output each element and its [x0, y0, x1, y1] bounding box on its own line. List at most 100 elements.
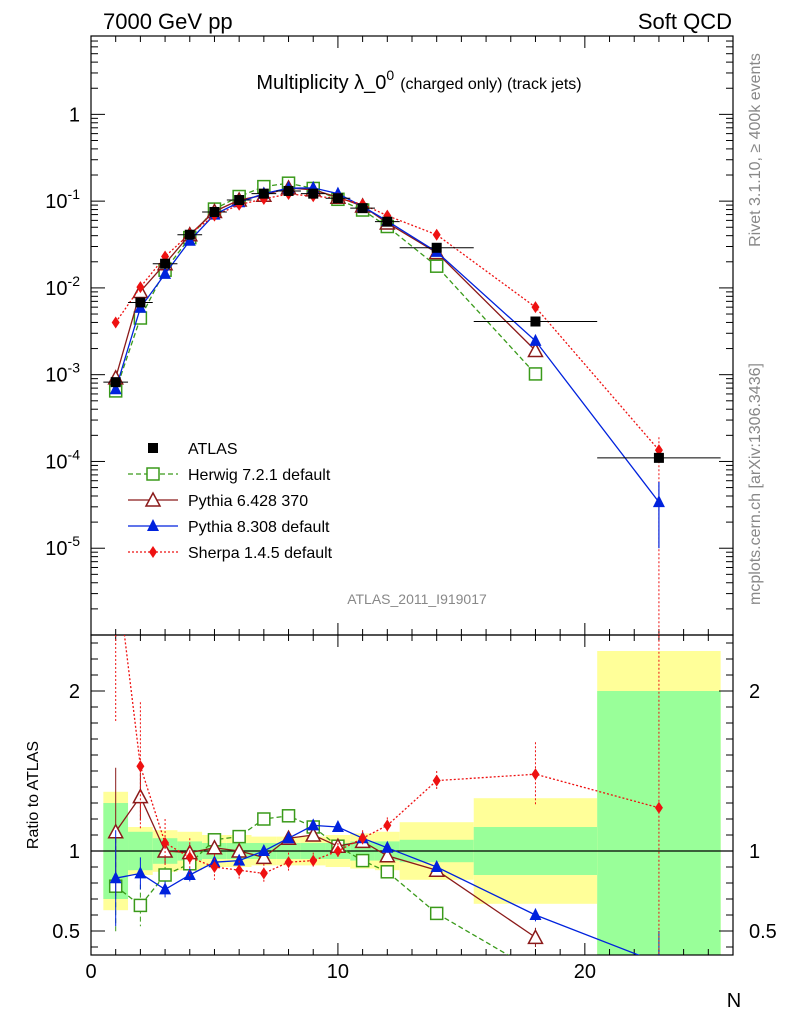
ratio-point — [133, 898, 148, 913]
ratio-tick-label: 1 — [69, 841, 80, 863]
x-axis-label: N — [727, 990, 741, 1012]
ratio-point — [380, 865, 395, 879]
series-line-main — [115, 187, 536, 379]
analysis-label: ATLAS_2011_I919017 — [347, 591, 487, 607]
ratio-axis-label: Ratio to ATLAS — [25, 741, 42, 849]
ratio-point — [379, 847, 396, 863]
title-suffix: (charged only) (track jets) — [400, 76, 581, 93]
y-tick-label: 10-3 — [45, 360, 80, 387]
legend-marker — [146, 467, 160, 481]
data-point — [109, 382, 122, 395]
atlas-point — [653, 452, 664, 463]
ratio-tick-label: 2 — [69, 681, 80, 703]
atlas-point — [209, 206, 220, 217]
x-tick-label: 10 — [327, 961, 349, 983]
legend-label: Pythia 8.308 default — [188, 519, 330, 536]
ratio-point — [331, 820, 344, 832]
ratio-point — [654, 801, 663, 814]
y-tick-label: 1 — [69, 104, 80, 126]
data-point — [136, 281, 145, 294]
legend-entry: Pythia 6.428 370 — [128, 491, 308, 510]
ratio-point — [206, 839, 223, 855]
axes: 0 10 20 1 10-1 10-2 10-3 10-4 10-5 0.5 0.5 1 1 2 2 — [45, 35, 777, 983]
ratio-point — [136, 760, 145, 773]
atlas-point — [357, 203, 368, 214]
ratio-point — [259, 867, 268, 880]
ratio-tick-label-right: 1 — [749, 841, 760, 863]
atlas-point — [110, 377, 121, 388]
data-point — [111, 316, 120, 329]
ratio-point — [383, 819, 392, 832]
mcplots-label: mcplots.cern.ch [arXiv:1306.3436] — [747, 363, 764, 605]
ratio-point — [255, 848, 273, 865]
ratio-band-stat — [597, 691, 721, 955]
atlas-point — [308, 188, 319, 199]
series-atlas — [103, 185, 721, 463]
ratio-point — [257, 844, 270, 856]
data-point — [528, 367, 543, 381]
ratio-point — [284, 856, 293, 869]
svg-text:Multiplicity λ_00(charged only: Multiplicity λ_00 (charged only) (track j… — [256, 67, 581, 94]
atlas-point — [258, 188, 269, 199]
ratio-point — [430, 860, 443, 872]
category-label: Soft QCD — [638, 9, 732, 34]
ratio-point — [235, 864, 244, 877]
legend-label: Pythia 6.428 370 — [188, 493, 308, 510]
ratio-point — [355, 853, 370, 868]
ratio-point — [134, 866, 147, 879]
legend-label: Sherpa 1.4.5 default — [188, 545, 333, 562]
ratio-tick-label: 0.5 — [52, 921, 80, 943]
ratio-point — [529, 908, 542, 920]
data-point — [429, 259, 444, 273]
ratio-point — [109, 871, 122, 884]
ratio-point — [358, 832, 367, 845]
ratio-point — [307, 818, 320, 831]
title-main: Multiplicity λ_0 — [256, 72, 386, 94]
atlas-point — [184, 229, 195, 240]
ratio-point — [429, 906, 444, 921]
energy-label: 7000 GeV pp — [103, 9, 233, 34]
ratio-point — [282, 831, 295, 844]
data-point — [529, 333, 542, 346]
legend-label: Herwig 7.2.1 default — [188, 467, 331, 484]
legend-entry: Sherpa 1.4.5 default — [128, 545, 333, 562]
atlas-point — [332, 193, 343, 204]
legend-label: ATLAS — [188, 441, 238, 458]
legend-marker — [144, 491, 162, 507]
y-tick-label: 10-2 — [45, 273, 80, 300]
ratio-point — [309, 854, 318, 867]
title-sup: 0 — [386, 67, 394, 83]
atlas-point — [160, 258, 171, 269]
ratio-point — [159, 882, 172, 895]
x-tick-label: 20 — [574, 961, 596, 983]
ratio-point — [333, 845, 342, 857]
data-point — [159, 266, 172, 279]
y-tick-label: 10-1 — [45, 186, 80, 213]
chart-title: Multiplicity λ_00 (charged only) (track j… — [256, 67, 581, 94]
atlas-point — [431, 242, 442, 253]
ratio-point — [281, 809, 296, 823]
legend-entry: ATLAS — [148, 441, 238, 458]
series-layer — [103, 176, 721, 955]
ratio-point — [432, 774, 441, 787]
legend-marker — [147, 519, 159, 531]
ratio-tick-label-right: 2 — [749, 681, 760, 703]
atlas-point — [382, 216, 393, 227]
ratio-tick-label-right: 0.5 — [749, 921, 777, 943]
atlas-point — [234, 195, 245, 206]
data-point — [531, 301, 540, 314]
atlas-point — [135, 297, 146, 308]
legend-entry: Pythia 8.308 default — [128, 519, 330, 536]
x-tick-label: 0 — [85, 961, 96, 983]
ratio-point — [210, 861, 219, 873]
ratio-point — [183, 868, 196, 880]
atlas-point — [530, 316, 541, 327]
rivet-label: Rivet 3.1.10, ≥ 400k events — [747, 53, 764, 247]
ratio-point — [161, 837, 170, 849]
y-tick-label: 10-5 — [45, 533, 80, 560]
ratio-point — [531, 768, 540, 781]
ratio-point — [185, 851, 194, 864]
legend: ATLAS Herwig 7.2.1 default Pythia 6.428 37… — [128, 441, 333, 562]
y-tick-label: 10-4 — [45, 446, 80, 473]
